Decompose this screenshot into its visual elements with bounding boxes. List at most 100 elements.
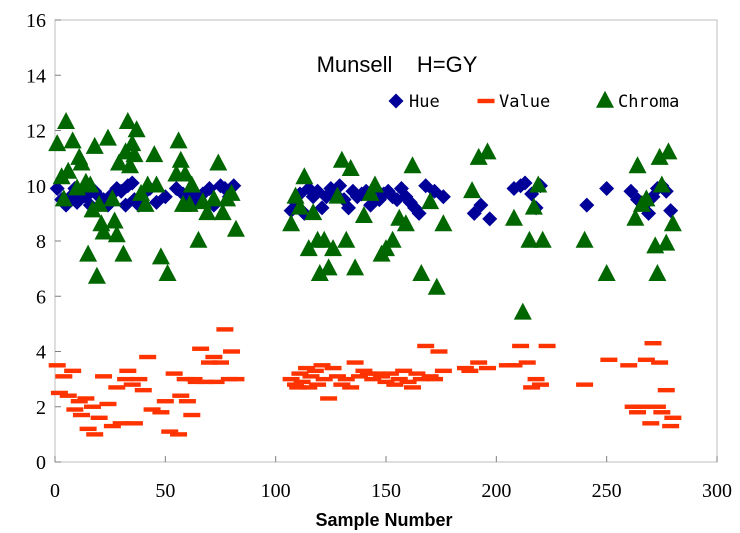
chroma-point — [315, 230, 334, 248]
x-tick-label: 0 — [50, 480, 60, 502]
value-point — [479, 365, 497, 371]
chroma-point — [171, 150, 190, 168]
value-point — [342, 385, 360, 390]
chroma-point — [180, 194, 199, 212]
chroma-point — [282, 214, 301, 232]
value-point — [200, 360, 218, 365]
chroma-point — [652, 175, 671, 193]
value-point — [117, 376, 135, 382]
value-point — [289, 385, 307, 390]
value-point — [434, 368, 452, 374]
value-point — [320, 396, 338, 401]
chroma-point — [663, 214, 682, 232]
value-point — [644, 341, 662, 346]
value-point — [351, 374, 369, 379]
hue-point — [599, 181, 615, 197]
value-point — [421, 374, 439, 379]
value-point — [185, 376, 203, 382]
value-point — [300, 385, 318, 390]
chroma-point — [463, 181, 482, 199]
hue-point — [157, 189, 173, 205]
value-point — [134, 387, 152, 393]
chroma-point — [341, 158, 360, 176]
value-point — [637, 357, 655, 362]
value-point — [328, 374, 346, 379]
chroma-point — [403, 156, 422, 174]
value-point — [364, 376, 382, 382]
value-point — [293, 379, 311, 385]
chroma-point — [383, 230, 402, 248]
value-point — [95, 374, 113, 379]
chroma-point — [310, 263, 329, 281]
chroma-point — [145, 145, 164, 163]
chroma-point — [158, 263, 177, 281]
hue-point — [473, 197, 489, 213]
value-point — [48, 363, 66, 368]
chroma-point — [121, 156, 140, 174]
value-point — [633, 404, 651, 409]
chroma-point — [504, 208, 523, 226]
value-point — [386, 382, 404, 387]
value-point — [399, 379, 417, 385]
chroma-point — [109, 153, 128, 171]
value-point — [576, 382, 594, 387]
value-point — [112, 421, 130, 426]
value-point — [315, 376, 333, 382]
chroma-point — [169, 131, 188, 149]
value-point — [152, 410, 170, 415]
value-point — [84, 404, 102, 409]
value-point — [518, 360, 536, 365]
value-point — [306, 368, 324, 374]
legend-hue-label: Hue — [409, 92, 440, 112]
chroma-point — [328, 186, 347, 204]
chroma-point — [421, 192, 440, 210]
value-point — [657, 387, 675, 393]
chroma-point — [72, 153, 91, 171]
chroma-point — [68, 178, 87, 196]
value-point — [624, 404, 642, 409]
value-point — [216, 327, 234, 332]
value-point — [381, 371, 399, 376]
x-axis-title: Sample Number — [315, 510, 452, 530]
chroma-point — [469, 147, 488, 165]
y-tick-label: 0 — [36, 452, 46, 474]
chroma-point — [81, 175, 100, 193]
legend-value-marker — [477, 98, 495, 104]
value-point — [291, 371, 309, 376]
chroma-point — [123, 134, 142, 152]
y-tick-label: 10 — [26, 176, 46, 198]
value-point — [161, 429, 179, 434]
chroma-point — [533, 230, 552, 248]
hue-point — [314, 200, 330, 216]
value-point — [531, 382, 549, 387]
value-point — [170, 432, 188, 437]
chroma-point — [427, 277, 446, 295]
series-value — [48, 327, 682, 437]
chroma-point — [147, 175, 166, 193]
chroma-point — [295, 167, 314, 185]
value-point — [130, 376, 148, 382]
y-tick-label: 6 — [36, 286, 46, 308]
chroma-point — [324, 239, 343, 257]
value-point — [355, 368, 373, 374]
chroma-point — [354, 205, 373, 223]
y-tick-label: 4 — [36, 342, 46, 364]
chroma-point — [657, 233, 676, 251]
chroma-point — [59, 161, 78, 179]
chroma-point — [412, 263, 431, 281]
value-point — [337, 376, 355, 382]
value-point — [77, 396, 95, 401]
value-point — [90, 415, 108, 420]
hue-point — [579, 197, 595, 213]
value-point — [99, 401, 117, 407]
chroma-point — [319, 258, 338, 276]
y-tick-label: 14 — [26, 65, 46, 87]
chroma-point — [87, 266, 106, 284]
legend-hue-marker — [388, 93, 404, 109]
chroma-point — [63, 131, 82, 149]
value-point — [309, 382, 327, 387]
value-point — [527, 376, 545, 382]
value-point — [187, 379, 205, 385]
